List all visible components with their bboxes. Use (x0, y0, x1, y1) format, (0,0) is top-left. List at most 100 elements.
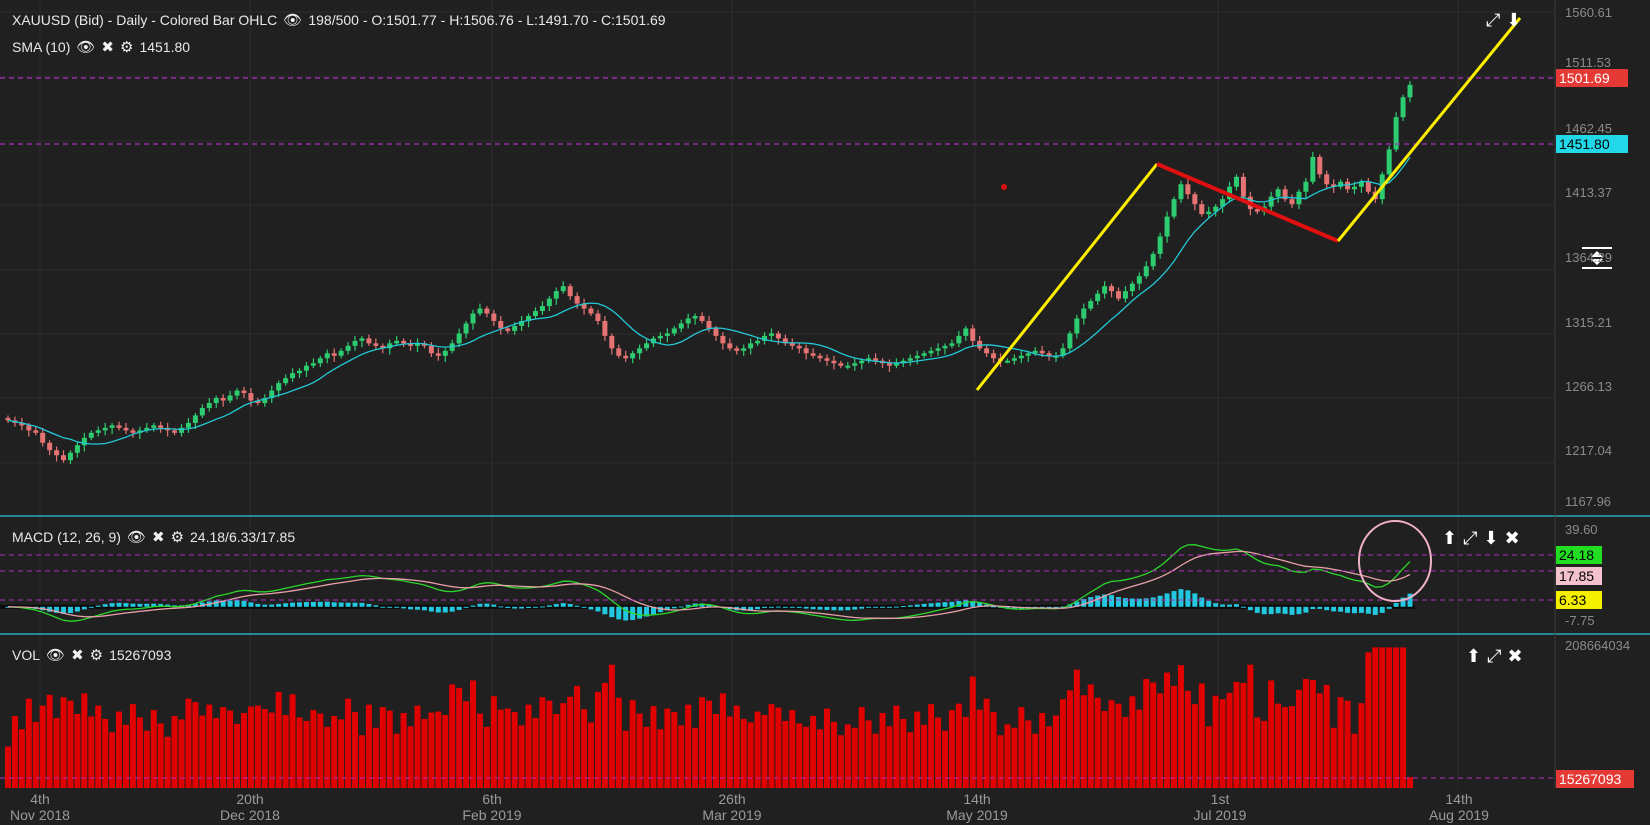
close-icon[interactable]: ✖ (1507, 646, 1523, 666)
arrow-up-icon[interactable]: ⬆ (1442, 528, 1458, 548)
macd-hist-bar (1109, 595, 1115, 607)
volume-bar (553, 714, 560, 788)
trendline-down[interactable] (1156, 162, 1339, 243)
ohlc-bar-body (456, 333, 462, 344)
gear-icon[interactable]: ⚙ (119, 39, 134, 56)
volume-bar (296, 717, 303, 788)
volume-bar (1282, 707, 1289, 788)
ohlc-bar-body (331, 353, 337, 356)
ohlc-bar (262, 394, 268, 407)
ohlc-bar (477, 303, 483, 317)
volume-bar (955, 703, 962, 788)
ohlc-bar (532, 307, 538, 319)
ohlc-bar (1011, 354, 1017, 365)
volume-bar (1184, 690, 1191, 788)
volume-bar (324, 726, 331, 788)
close-icon[interactable]: ✖ (101, 39, 114, 56)
macd-hist-bar (1060, 606, 1066, 608)
ohlc-bar (185, 417, 191, 433)
macd-hist-bar (1379, 606, 1385, 613)
volume-bar (227, 710, 234, 788)
macd-hist-bar (310, 601, 316, 607)
ohlc-bar-body (40, 432, 46, 443)
expand-icon[interactable]: ⤢ (1486, 10, 1501, 30)
macd-hist-bar (664, 606, 670, 611)
macd-hist-bar (755, 606, 761, 610)
ohlc-bar-body (866, 358, 872, 361)
ohlc-bar (255, 398, 261, 406)
x-tick: 14th May 2019 (932, 791, 1022, 823)
ohlc-bar-body (713, 328, 719, 336)
ohlc-bar-body (248, 393, 254, 401)
ohlc-bar (1143, 261, 1149, 279)
gear-icon[interactable]: ⚙ (89, 647, 104, 664)
ohlc-bar (734, 345, 740, 355)
ohlc-bar-body (956, 335, 962, 344)
arrow-up-icon[interactable]: ⬆ (1466, 646, 1482, 666)
volume-bars (5, 647, 1413, 788)
macd-hist-bar (477, 603, 483, 607)
volume-bar (706, 700, 712, 788)
macd-hist-bar (935, 602, 941, 607)
expand-icon[interactable]: ⤢ (1487, 646, 1502, 666)
macd-hist-bar (47, 606, 53, 612)
close-icon[interactable]: ✖ (71, 647, 84, 664)
gear-icon[interactable]: ⚙ (170, 529, 185, 546)
ohlc-bar (748, 338, 754, 355)
ohlc-bar (803, 344, 809, 360)
ohlc-bar (685, 313, 691, 329)
macd-hist-bar (74, 606, 80, 612)
volume-bar (747, 722, 754, 788)
arrow-down-icon[interactable]: ⬇ (1506, 10, 1522, 30)
ohlc-bar-body (1150, 253, 1156, 267)
arrow-down-icon[interactable]: ⬇ (1483, 528, 1499, 548)
macd-hist-bar (900, 606, 906, 608)
ohlc-bar (352, 335, 358, 351)
macd-hist-bar (1178, 589, 1184, 607)
ohlc-bar-body (373, 343, 379, 346)
volume-bar (178, 719, 185, 788)
ohlc-bar (768, 328, 774, 341)
macd-hist-bar (283, 603, 289, 607)
eye-icon[interactable]: 👁 (126, 529, 146, 546)
ohlc-bar-body (935, 348, 941, 351)
expand-icon[interactable]: ⤢ (1463, 528, 1478, 548)
close-icon[interactable]: ✖ (151, 529, 165, 546)
macd-hist-bar (1268, 606, 1274, 615)
ohlc-bar-body (630, 353, 636, 359)
ohlc-bar (206, 398, 212, 412)
volume-bar (1053, 715, 1060, 788)
trendline-up-1[interactable] (975, 163, 1159, 391)
axis-drag-handle[interactable] (1582, 247, 1612, 269)
eye-icon[interactable]: 👁 (283, 12, 303, 29)
ohlc-bar-body (74, 445, 80, 453)
macd-highlight-circle[interactable] (1358, 520, 1432, 602)
eye-icon[interactable]: 👁 (46, 647, 66, 664)
ohlc-bar (1102, 281, 1108, 299)
volume-bar (851, 727, 858, 788)
ohlc-bar-body (616, 348, 622, 356)
volume-bar (476, 713, 483, 788)
macd-hist-bar (956, 601, 962, 607)
ohlc-bar-body (1331, 184, 1337, 187)
ohlc-bar-body (359, 338, 365, 341)
macd-hist-bar (512, 606, 518, 609)
macd-hist-bar (463, 606, 469, 608)
close-icon[interactable]: ✖ (1504, 528, 1520, 548)
ohlc-bar (1407, 81, 1413, 103)
ohlc-bar (1109, 283, 1115, 298)
marker-dot (1001, 184, 1007, 190)
ohlc-bar-body (1206, 211, 1212, 215)
ohlc-bar (269, 385, 275, 404)
volume-bar (1344, 700, 1351, 788)
ohlc-bar-body (532, 311, 538, 317)
ohlc-bar-body (748, 343, 754, 349)
trendline-up-2[interactable] (1336, 17, 1522, 242)
eye-icon[interactable]: 👁 (76, 39, 96, 56)
macd-hist-bar (1004, 606, 1010, 609)
macd-hist-bar (567, 603, 573, 607)
volume-bar (803, 726, 810, 788)
volume-bar (185, 698, 192, 788)
ohlc-bar-body (401, 340, 407, 344)
